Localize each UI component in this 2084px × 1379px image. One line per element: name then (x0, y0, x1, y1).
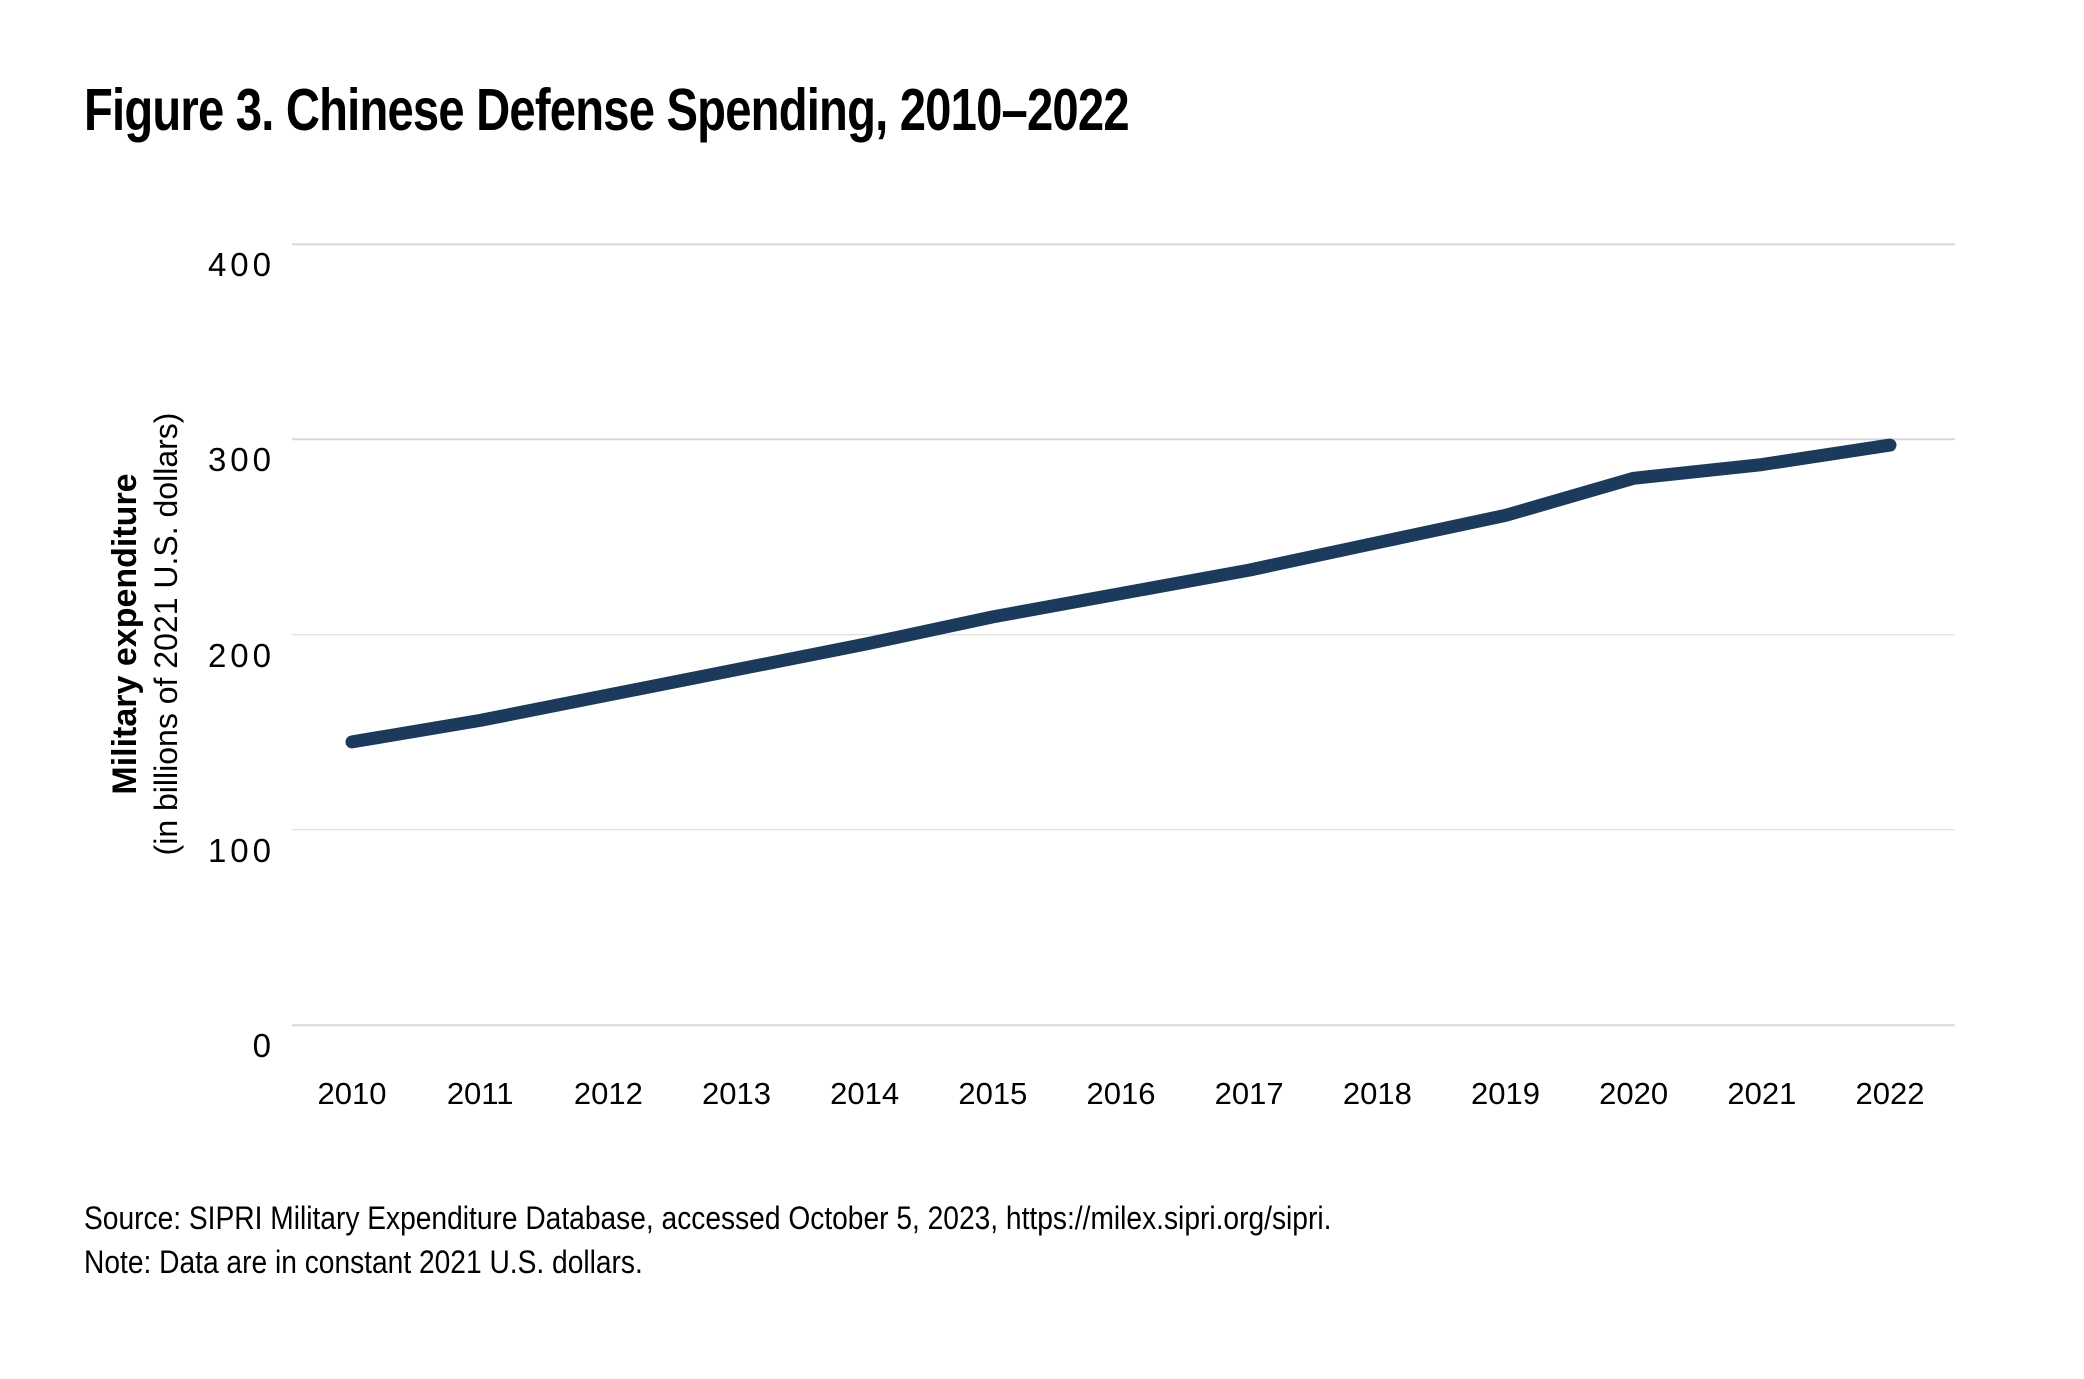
y-axis-tick-label-300: 300 (207, 441, 275, 479)
x-axis-tick-label-2020: 2020 (1599, 1076, 1669, 1111)
line-chart-canvas (345, 438, 1897, 749)
plot-area: 0 100 200 300 400 (208, 243, 1955, 1063)
note-text: Note: Data are in constant 2021 U.S. dol… (84, 1244, 643, 1280)
x-axis-tick-label-2010: 2010 (317, 1076, 387, 1111)
x-axis-labels: 2010 2011 2012 2013 2014 2015 2016 2017 2018 2019… (292, 1076, 1955, 1116)
gridline-y-300 (292, 438, 1955, 440)
y-axis-title: Military expenditure (in billions of 202… (105, 413, 187, 856)
x-axis-tick-label-2013: 2013 (702, 1076, 771, 1111)
gridline-y-200 (292, 633, 1955, 636)
x-axis-tick-label-2021: 2021 (1727, 1076, 1797, 1111)
x-axis-tick-label-2014: 2014 (830, 1076, 900, 1111)
source-text: Source: SIPRI Military Expenditure Datab… (84, 1200, 1332, 1236)
gridline-y-100 (292, 829, 1955, 831)
x-axis-tick-label-2017: 2017 (1214, 1076, 1284, 1111)
y-axis-title-units: (in billions of 2021 U.S. dollars) (148, 412, 184, 856)
y-axis-tick-label-400: 400 (207, 246, 275, 283)
y-axis-title-main: Military expenditure (106, 473, 144, 795)
x-axis-tick-label-2016: 2016 (1086, 1076, 1156, 1111)
figure-title: Figure 3. Chinese Defense Spending, 2010… (84, 77, 1130, 143)
y-axis-tick-label-0: 0 (252, 1027, 275, 1064)
y-axis-tick-label-200: 200 (207, 636, 275, 674)
x-axis-tick-label-2011: 2011 (446, 1076, 514, 1111)
gridline-y-0 (292, 1024, 1955, 1026)
x-axis-tick-label-2012: 2012 (573, 1076, 643, 1111)
x-axis-tick-label-2019: 2019 (1471, 1076, 1540, 1111)
x-axis-tick-label-2022: 2022 (1855, 1076, 1925, 1111)
y-axis-tick-label-100: 100 (207, 831, 275, 869)
x-axis-tick-label-2018: 2018 (1342, 1076, 1412, 1111)
x-axis-tick-label-2015: 2015 (958, 1076, 1028, 1111)
defense-spending-line (345, 438, 1897, 749)
gridline-y-400 (292, 243, 1955, 245)
